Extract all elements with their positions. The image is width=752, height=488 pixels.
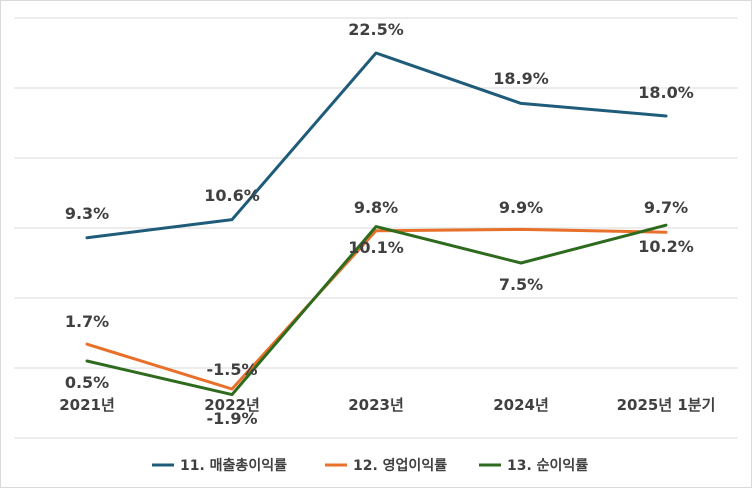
series-line-3 (85, 223, 668, 397)
data-label: 18.0% (638, 83, 694, 102)
x-tick-label: 2024년 (493, 396, 549, 414)
x-tick-label: 2025년 1분기 (617, 396, 716, 414)
series-lines (85, 51, 668, 397)
series-line-1 (85, 51, 668, 240)
data-label: 9.9% (499, 198, 543, 217)
x-tick-label: 2022년 (204, 396, 260, 414)
x-tick-label: 2023년 (348, 396, 404, 414)
gridlines (14, 17, 738, 439)
data-label: 0.5% (65, 373, 109, 392)
data-label: 10.6% (204, 186, 260, 205)
series-line-2 (85, 227, 668, 391)
data-label: -1.5% (206, 360, 257, 379)
data-label: 1.7% (65, 312, 109, 331)
data-label: -1.9% (206, 409, 257, 428)
data-label: 10.2% (638, 237, 694, 256)
data-label: 9.3% (65, 204, 109, 223)
x-axis-tick-labels: 2021년 2022년 2023년 2024년 2025년 1분기 (59, 396, 715, 414)
data-label: 9.8% (354, 198, 398, 217)
data-labels: 9.3% 10.6% 22.5% 18.9% 18.0% 1.7% -1.5% 9.8% 9.9… (65, 20, 694, 428)
legend: 11. 매출총이익률 12. 영업이익률 13. 순이익률 (152, 457, 588, 474)
data-label: 18.9% (493, 69, 549, 88)
data-label: 22.5% (348, 20, 404, 39)
data-label: 7.5% (499, 275, 543, 294)
legend-label: 13. 순이익률 (507, 457, 588, 474)
legend-label: 12. 영업이익률 (353, 457, 447, 474)
x-tick-label: 2021년 (59, 396, 115, 414)
data-label: 9.7% (644, 198, 688, 217)
data-label: 10.1% (348, 238, 404, 257)
legend-label: 11. 매출총이익률 (180, 457, 287, 474)
